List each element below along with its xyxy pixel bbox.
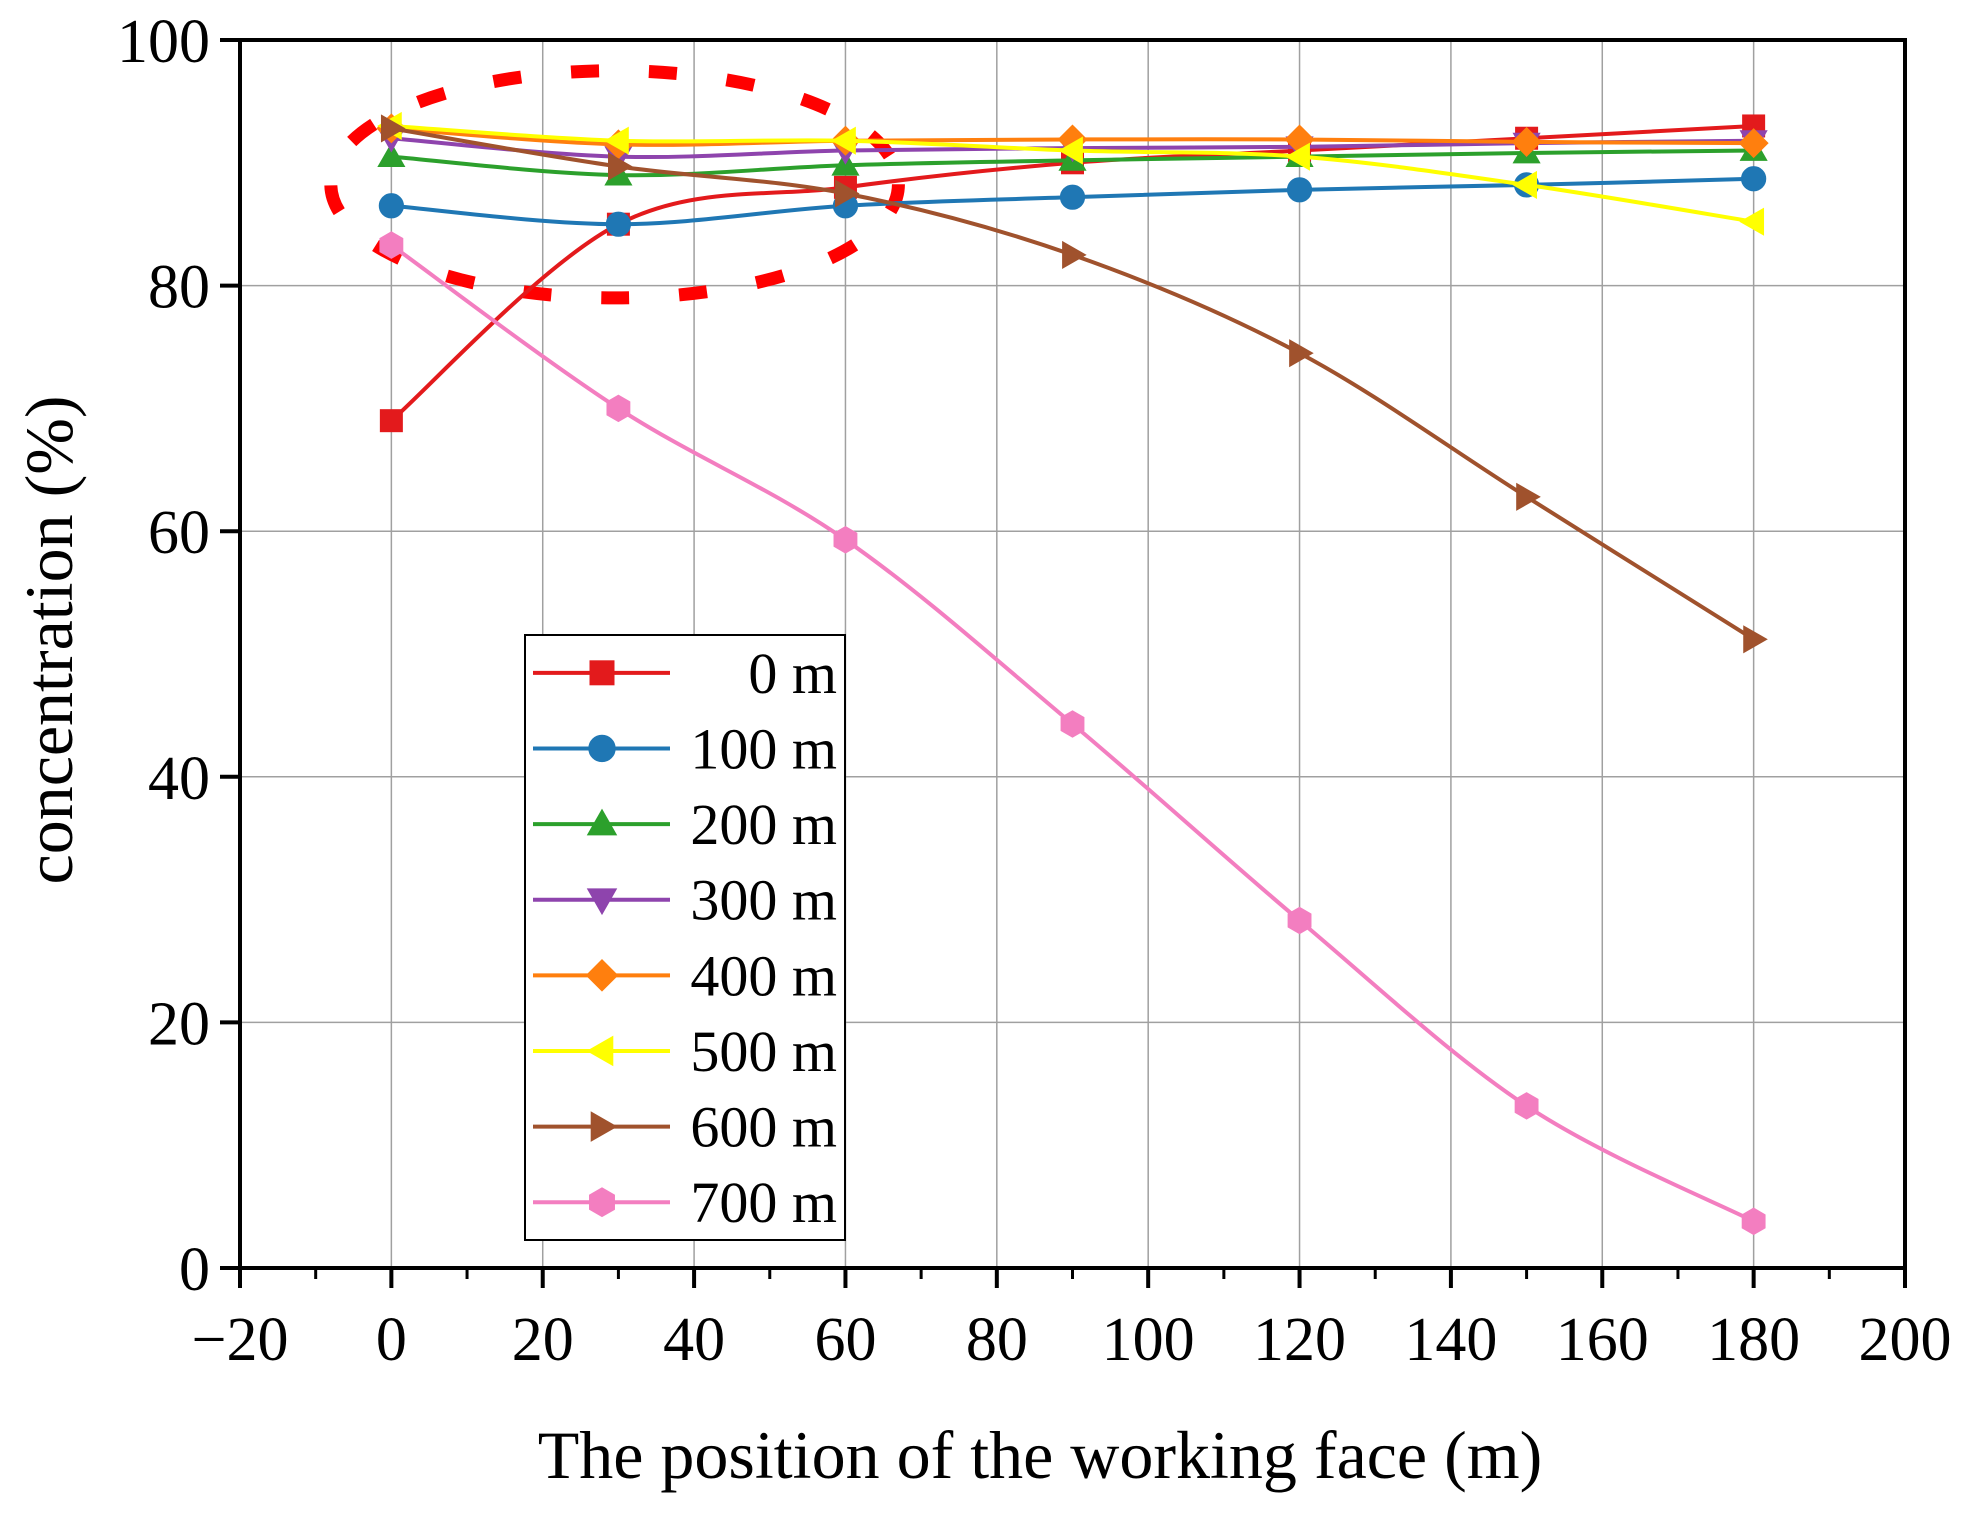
x-tick-label: 140 (1404, 1306, 1497, 1374)
legend-item: 400 m (533, 943, 837, 1008)
x-tick-label: 100 (1102, 1306, 1195, 1374)
legend-marker (589, 1187, 615, 1218)
data-point (1058, 136, 1083, 165)
data-point (1511, 126, 1542, 157)
y-tick-label: 20 (148, 990, 210, 1058)
data-point (379, 409, 403, 433)
legend-marker (586, 1035, 614, 1067)
series-700m (379, 231, 1766, 1236)
legend-item: 100 m (533, 716, 837, 781)
x-tick-label: 0 (376, 1306, 407, 1374)
legend-label: 500 m (690, 1019, 837, 1084)
x-tick-label: 40 (663, 1306, 725, 1374)
x-tick-label: 80 (966, 1306, 1028, 1374)
x-tick-label: 200 (1859, 1306, 1952, 1374)
y-tick-label: 80 (148, 254, 210, 322)
data-point (1286, 177, 1313, 203)
legend-item: 500 m (533, 1019, 837, 1084)
data-point (1738, 128, 1769, 159)
legend-label: 600 m (690, 1095, 837, 1160)
legend-item: 600 m (533, 1095, 837, 1160)
data-point (1514, 1092, 1539, 1120)
y-axis-label: concentration (%) (11, 396, 87, 885)
data-point (1741, 1207, 1766, 1236)
data-point (835, 179, 860, 208)
legend-marker (589, 660, 615, 686)
legend-label: 100 m (690, 716, 837, 781)
x-tick-label: 120 (1253, 1306, 1346, 1374)
y-tick-label: 40 (148, 745, 210, 813)
legend-marker (585, 959, 619, 992)
x-tick-label: 60 (814, 1306, 876, 1374)
y-tick-label: 60 (148, 499, 210, 567)
data-point (1739, 207, 1765, 236)
data-point (1289, 339, 1314, 368)
legend-marker (586, 888, 618, 916)
legend-item: 0 m (533, 641, 837, 706)
data-point (377, 142, 406, 168)
data-point (833, 526, 858, 554)
legend-label: 300 m (690, 868, 837, 933)
legend-label: 0 m (748, 641, 837, 706)
legend-box (524, 634, 846, 1241)
series-layer (376, 111, 1769, 1236)
data-point (1741, 166, 1767, 192)
x-axis-label: The position of the working face (m) (538, 1417, 1543, 1493)
data-point (1516, 482, 1541, 511)
x-tick-label: 20 (512, 1306, 574, 1374)
y-tick-label: 0 (179, 1236, 210, 1304)
legend-marker (590, 1111, 618, 1142)
data-point (831, 126, 856, 155)
series-600m (380, 114, 1768, 654)
x-tick-label: 180 (1707, 1306, 1800, 1374)
data-point (378, 193, 404, 219)
legend: 0 m 100 m 200 m 300 m 400 m 500 m 600 m 700 m (524, 634, 846, 1241)
data-point (608, 152, 633, 181)
legend-item: 300 m (533, 868, 837, 933)
data-point (1059, 184, 1086, 210)
data-point (1062, 240, 1087, 269)
legend-item: 200 m (533, 792, 837, 857)
legend-item: 700 m (533, 1170, 837, 1235)
data-point (605, 211, 632, 237)
annotation-layer (324, 64, 905, 305)
legend-label: 200 m (690, 792, 837, 857)
data-point (1512, 170, 1537, 199)
x-tick-label: 160 (1556, 1306, 1649, 1374)
data-point (1287, 906, 1312, 935)
data-point (380, 114, 406, 143)
highlight-ellipse (324, 64, 905, 305)
data-point (379, 231, 404, 259)
axis-ticks: −20 0 20 40 60 80 100 120 140 160 180 2000204060801… (117, 8, 1952, 1374)
data-point (1060, 710, 1085, 738)
legend-label: 700 m (690, 1170, 837, 1235)
data-point (1285, 142, 1310, 171)
data-point (606, 394, 631, 423)
legend-marker (588, 734, 616, 763)
y-tick-label: 100 (117, 8, 210, 76)
x-tick-label: −20 (192, 1306, 289, 1374)
data-point (604, 126, 629, 155)
legend-label: 400 m (690, 943, 837, 1008)
data-point (1743, 625, 1768, 654)
legend-marker (586, 808, 618, 836)
